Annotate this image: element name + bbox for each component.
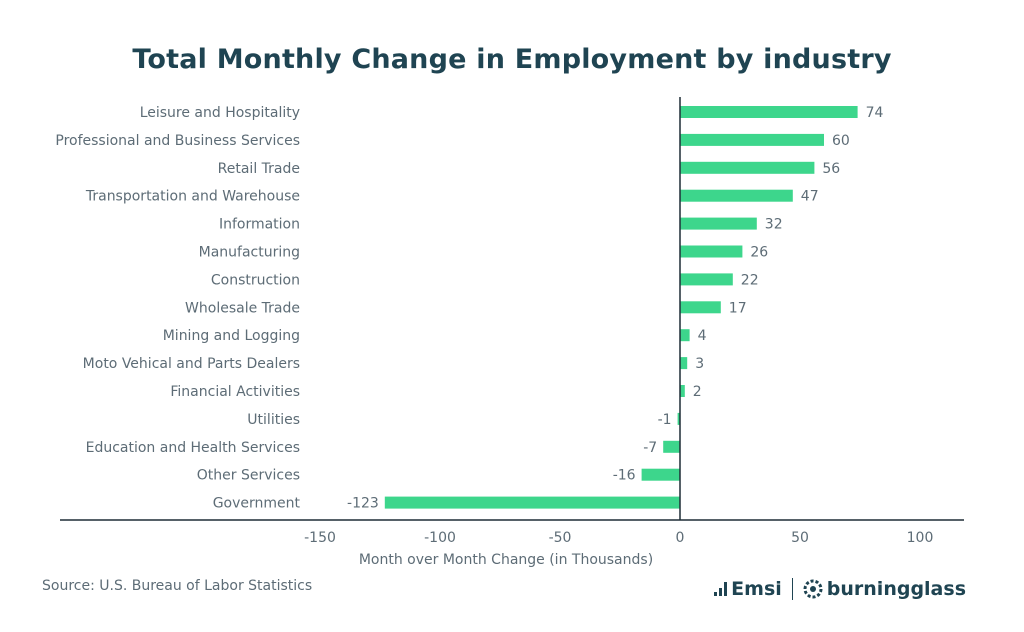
value-label: 60 bbox=[832, 133, 850, 149]
value-label: 3 bbox=[695, 356, 704, 372]
bar bbox=[680, 385, 685, 397]
category-label: Retail Trade bbox=[218, 161, 300, 177]
x-tick-labels: -150 -100 -50 0 50 100 bbox=[304, 530, 933, 546]
value-label: 2 bbox=[693, 384, 702, 400]
category-label: Government bbox=[213, 496, 301, 512]
emsi-bars-icon bbox=[714, 582, 728, 596]
category-label: Leisure and Hospitality bbox=[140, 105, 300, 121]
bar bbox=[680, 329, 690, 342]
category-label: Manufacturing bbox=[199, 245, 300, 261]
burningglass-logo: burningglass bbox=[803, 578, 966, 600]
value-label: 47 bbox=[801, 189, 819, 205]
burningglass-gear-icon bbox=[803, 579, 823, 599]
bar bbox=[384, 496, 680, 509]
x-tick-label: 100 bbox=[907, 530, 934, 546]
category-label: Other Services bbox=[197, 468, 300, 484]
value-label: -16 bbox=[613, 468, 636, 484]
bar bbox=[680, 133, 824, 146]
burningglass-logo-text: burningglass bbox=[826, 578, 966, 600]
x-tick-label: -100 bbox=[424, 530, 456, 546]
value-label: 4 bbox=[698, 328, 707, 344]
category-label: Construction bbox=[211, 272, 300, 288]
value-label: -7 bbox=[643, 440, 657, 456]
value-label: 74 bbox=[866, 105, 884, 121]
bar bbox=[641, 468, 680, 481]
category-label: Utilities bbox=[247, 412, 300, 428]
category-label: Professional and Business Services bbox=[55, 133, 300, 149]
bar bbox=[680, 106, 858, 118]
logo-separator bbox=[791, 578, 793, 600]
value-label: 22 bbox=[741, 272, 759, 288]
category-label: Mining and Logging bbox=[163, 328, 300, 344]
x-tick-label: -50 bbox=[549, 530, 572, 546]
bar bbox=[663, 440, 680, 453]
category-label: Education and Health Services bbox=[86, 440, 300, 456]
x-tick-label: 0 bbox=[676, 530, 685, 546]
bar bbox=[680, 161, 815, 174]
x-tick-label: -150 bbox=[304, 530, 336, 546]
x-tick-label: 50 bbox=[791, 530, 809, 546]
category-label: Financial Activities bbox=[170, 384, 300, 400]
category-label: Transportation and Warehouse bbox=[85, 189, 300, 205]
value-label: -123 bbox=[347, 496, 379, 512]
emsi-logo-text: Emsi bbox=[731, 578, 782, 600]
value-label: 26 bbox=[750, 245, 768, 261]
value-label: 32 bbox=[765, 217, 783, 233]
bar bbox=[677, 412, 680, 425]
x-axis-title: Month over Month Change (in Thousands) bbox=[359, 552, 653, 568]
source-note: Source: U.S. Bureau of Labor Statistics bbox=[42, 578, 313, 594]
value-label: -1 bbox=[658, 412, 672, 428]
bar bbox=[680, 217, 757, 230]
chart-title: Total Monthly Change in Employment by in… bbox=[132, 44, 892, 75]
bar bbox=[680, 245, 743, 258]
category-label: Information bbox=[219, 217, 300, 233]
bar bbox=[680, 301, 721, 314]
bar bbox=[680, 273, 733, 286]
category-label: Wholesale Trade bbox=[185, 300, 300, 316]
value-label: 56 bbox=[822, 161, 840, 177]
value-label: 17 bbox=[729, 300, 747, 316]
bar bbox=[680, 189, 793, 202]
bar bbox=[680, 357, 688, 370]
category-label: Moto Vehical and Parts Dealers bbox=[83, 356, 300, 372]
logos: Emsi burningglass bbox=[714, 578, 966, 600]
category-labels: Leisure and Hospitality Professional and … bbox=[55, 105, 300, 512]
bars bbox=[384, 106, 858, 509]
emsi-logo: Emsi bbox=[714, 578, 782, 600]
